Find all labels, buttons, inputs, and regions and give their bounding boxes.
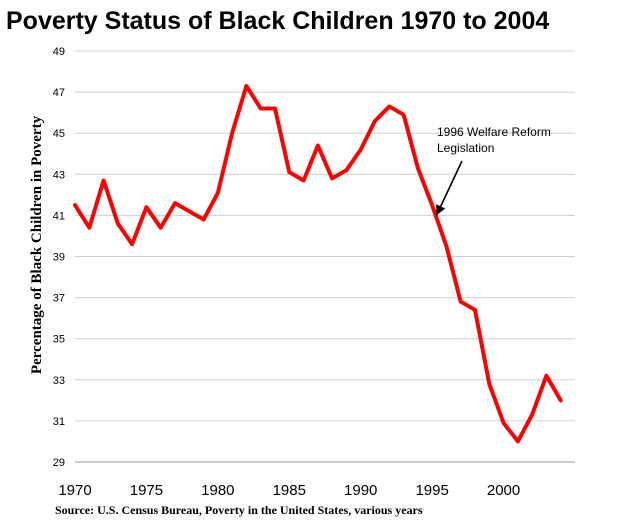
y-tick-label: 39 [53, 252, 65, 264]
y-tick-label: 31 [53, 416, 65, 428]
x-tick-label: 1980 [201, 482, 234, 499]
y-tick-label: 29 [53, 457, 65, 469]
y-tick-label: 33 [53, 375, 65, 387]
series-line [73, 83, 563, 444]
x-tick-label: 2000 [487, 482, 520, 499]
y-tick-label: 37 [53, 293, 65, 305]
annotation-arrow-head [436, 204, 446, 216]
annotation-arrow [435, 160, 463, 216]
annotation-line-1: 1996 Welfare Reform [437, 125, 551, 139]
x-tick-label: 1970 [58, 482, 91, 499]
gridlines [75, 50, 575, 463]
y-tick-label: 35 [53, 334, 65, 346]
y-tick-labels: 29 31 33 35 37 39 41 43 45 47 49 [53, 46, 65, 469]
y-axis-label: Percentage of Black Children in Poverty [29, 115, 45, 374]
y-tick-label: 43 [53, 169, 65, 181]
x-tick-label: 1990 [344, 482, 377, 499]
source-note: Source: U.S. Census Bureau, Poverty in t… [55, 503, 423, 517]
x-tick-label: 1985 [273, 482, 306, 499]
chart-title: Poverty Status of Black Children 1970 to… [6, 7, 549, 35]
y-tick-label: 45 [53, 128, 65, 140]
x-tick-labels: 1970 1975 1980 1985 1990 1995 2000 [58, 482, 520, 499]
x-tick-label: 1975 [130, 482, 163, 499]
y-tick-label: 41 [53, 210, 65, 222]
annotation-line-2: Legislation [437, 141, 494, 155]
y-tick-label: 49 [53, 46, 65, 58]
annotation: 1996 Welfare Reform Legislation [435, 125, 551, 216]
y-tick-label: 47 [53, 87, 65, 99]
x-tick-label: 1995 [415, 482, 448, 499]
